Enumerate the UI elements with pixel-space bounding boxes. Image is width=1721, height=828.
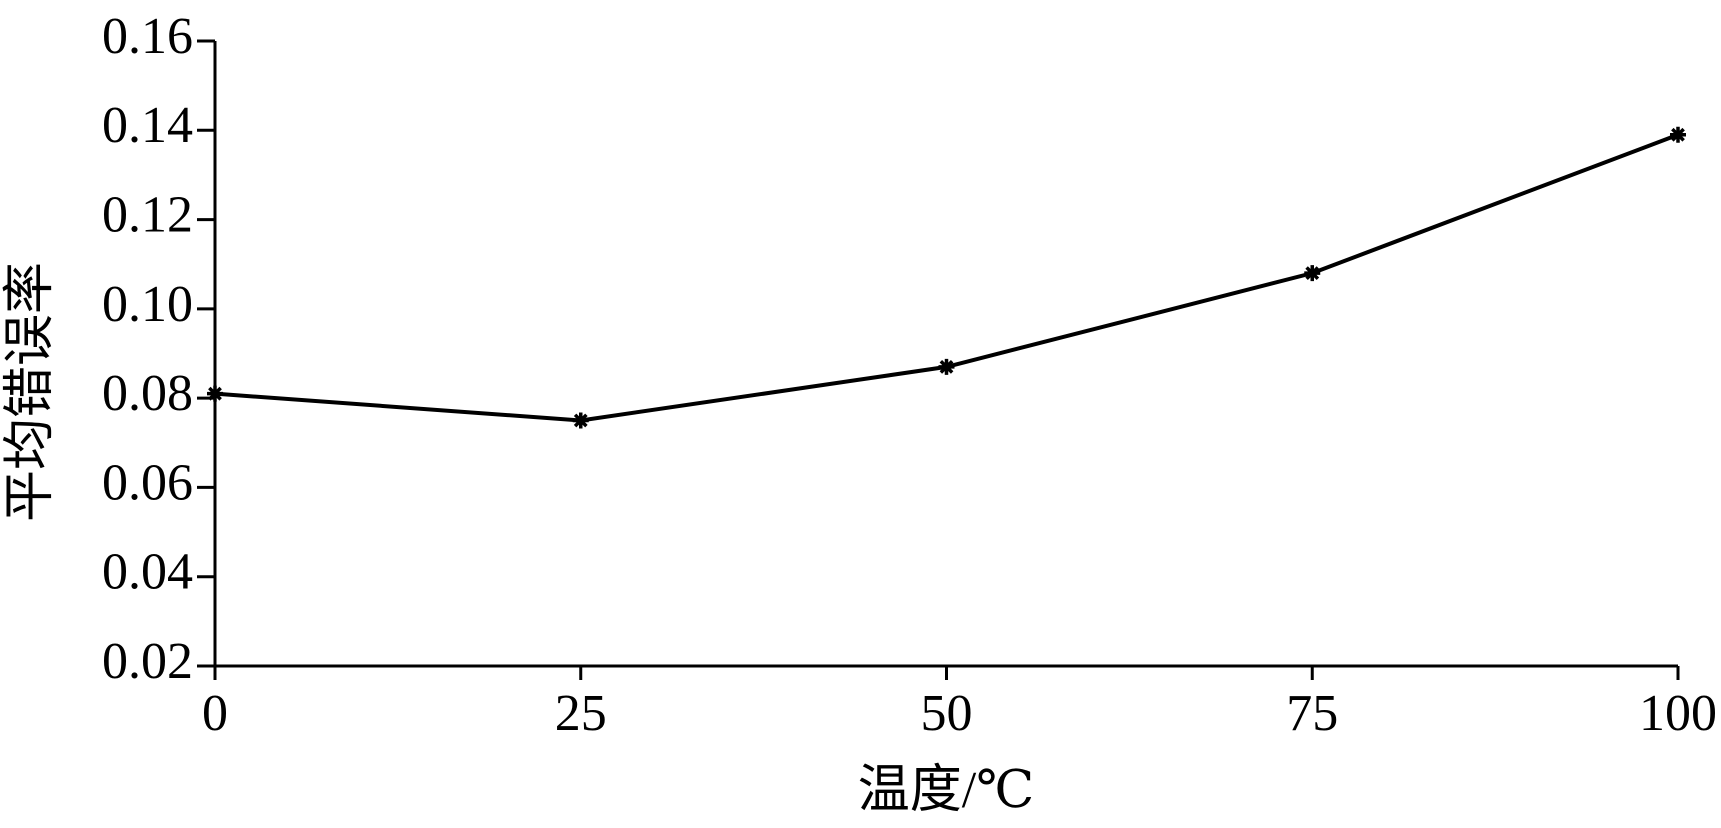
x-axis-label: 温度/℃ bbox=[858, 762, 1035, 819]
x-tick-label: 75 bbox=[1286, 685, 1338, 742]
x-tick-label: 50 bbox=[921, 685, 973, 742]
y-tick-label: 0.02 bbox=[102, 633, 193, 690]
data-marker bbox=[938, 358, 955, 375]
y-tick-label: 0.10 bbox=[102, 276, 193, 333]
x-tick-label: 25 bbox=[555, 685, 607, 742]
y-tick-label: 0.04 bbox=[102, 544, 193, 601]
data-marker bbox=[207, 385, 223, 402]
y-tick-label: 0.06 bbox=[102, 454, 193, 511]
y-tick-label: 0.12 bbox=[102, 187, 193, 244]
data-line bbox=[214, 132, 1679, 423]
data-marker bbox=[1670, 126, 1686, 143]
x-tick-label: 0 bbox=[202, 685, 228, 742]
y-tick-label: 0.16 bbox=[102, 8, 193, 65]
x-tick-label: 100 bbox=[1639, 685, 1717, 742]
y-axis-label: 平均错误率 bbox=[2, 262, 59, 522]
data-marker bbox=[572, 412, 589, 429]
y-tick-label: 0.14 bbox=[102, 97, 193, 154]
data-marker bbox=[1304, 265, 1321, 282]
y-tick-label: 0.08 bbox=[102, 365, 193, 422]
